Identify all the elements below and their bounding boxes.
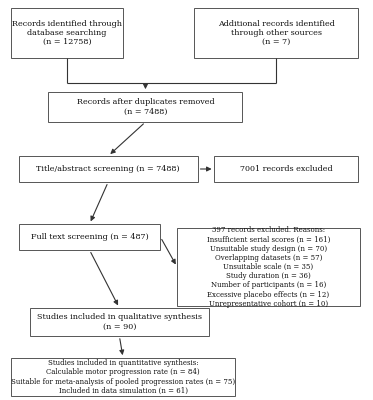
FancyBboxPatch shape	[11, 8, 123, 58]
Text: Studies included in qualitative synthesis
(n = 90): Studies included in qualitative synthesi…	[37, 314, 202, 330]
FancyBboxPatch shape	[177, 228, 360, 306]
FancyBboxPatch shape	[19, 224, 160, 250]
FancyBboxPatch shape	[214, 156, 358, 182]
FancyBboxPatch shape	[194, 8, 358, 58]
Text: 7001 records excluded: 7001 records excluded	[240, 165, 333, 173]
Text: Records identified through
database searching
(n = 12758): Records identified through database sear…	[12, 20, 122, 46]
Text: Title/abstract screening (n = 7488): Title/abstract screening (n = 7488)	[36, 165, 180, 173]
Text: Full text screening (n = 487): Full text screening (n = 487)	[31, 233, 148, 241]
FancyBboxPatch shape	[19, 156, 198, 182]
Text: Studies included in quantitative synthesis:
Calculable motor progression rate (n: Studies included in quantitative synthes…	[11, 359, 235, 395]
FancyBboxPatch shape	[30, 308, 209, 336]
Text: Records after duplicates removed
(n = 7488): Records after duplicates removed (n = 74…	[77, 98, 214, 116]
Text: 397 records excluded. Reasons:
Insufficient serial scores (n = 161)
Unsuitable s: 397 records excluded. Reasons: Insuffici…	[207, 226, 330, 308]
FancyBboxPatch shape	[48, 92, 242, 122]
Text: Additional records identified
through other sources
(n = 7): Additional records identified through ot…	[217, 20, 335, 46]
FancyBboxPatch shape	[11, 358, 235, 396]
